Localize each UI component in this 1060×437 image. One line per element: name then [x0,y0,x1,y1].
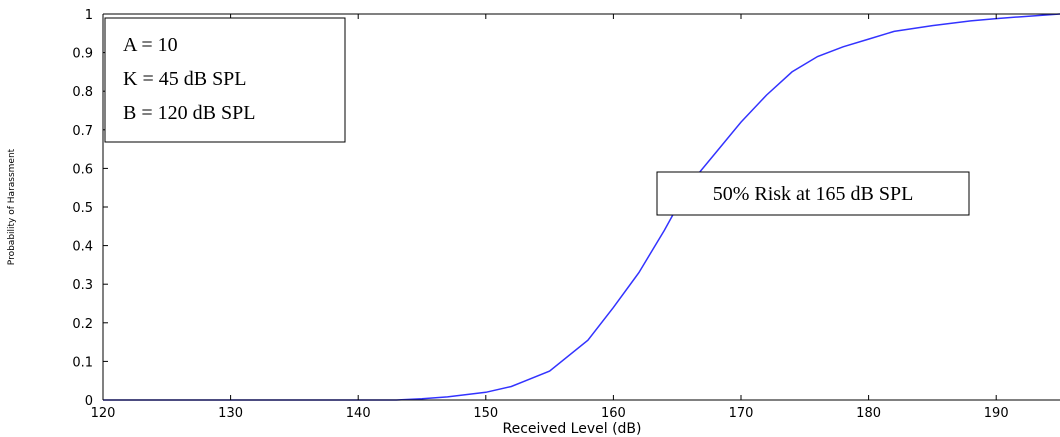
x-tick-label: 180 [856,406,881,421]
y-tick-label: 1 [85,8,93,23]
params-line-b: B = 120 dB SPL [123,102,255,124]
x-tick-label: 120 [91,406,116,421]
params-box: A = 10 K = 45 dB SPL B = 120 dB SPL [104,17,346,143]
x-tick-label: 140 [346,406,371,421]
y-tick-label: 0.9 [72,47,93,62]
y-tick-label: 0.5 [72,201,93,216]
x-axis-label: Received Level (dB) [503,421,642,437]
y-tick-label: 0.1 [72,355,93,370]
x-tick-label: 190 [984,406,1009,421]
x-tick-label: 170 [729,406,754,421]
y-tick-label: 0.7 [72,124,93,139]
annotation-text: 50% Risk at 165 dB SPL [713,183,914,205]
y-tick-label: 0.2 [72,317,93,332]
annotation-box: 50% Risk at 165 dB SPL [656,171,970,216]
ticks-layer: 120 130 140 150 160 170 180 190 0 0.1 0.2 0.3 0.4 0.5… [72,8,1008,421]
x-tick-label: 150 [473,406,498,421]
annotation-frame [656,171,970,216]
y-tick-label: 0 [85,394,93,409]
y-tick-label: 0.4 [72,240,93,255]
y-tick-label: 0.6 [72,162,93,177]
params-line-k: K = 45 dB SPL [123,68,247,90]
params-box-frame [104,17,346,143]
params-line-a: A = 10 [123,34,178,56]
y-tick-label: 0.3 [72,278,93,293]
x-tick-label: 130 [218,406,243,421]
y-axis-label: Probability of Harassment [7,148,17,265]
y-tick-label: 0.8 [72,85,93,100]
x-tick-label: 160 [601,406,626,421]
